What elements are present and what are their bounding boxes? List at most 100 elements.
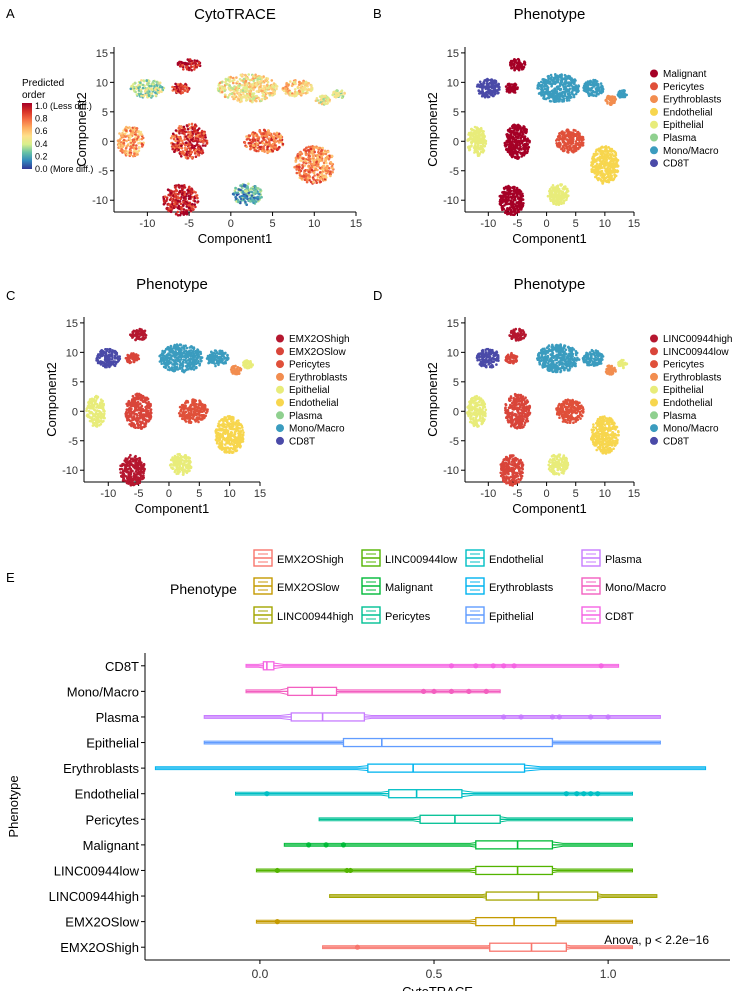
cell-point	[184, 135, 188, 138]
x-tick-label: 15	[350, 218, 362, 230]
cell-point	[176, 210, 180, 214]
cell-point	[514, 198, 517, 202]
cell-point	[556, 185, 560, 189]
cell-point	[507, 202, 511, 206]
cell-point	[616, 170, 619, 174]
cell-point	[329, 174, 332, 178]
cell-point	[481, 149, 485, 152]
cell-point	[555, 139, 558, 142]
legend-swatch	[650, 69, 658, 78]
cell-point	[260, 195, 263, 199]
cell-point	[600, 166, 604, 170]
cell-point	[266, 80, 270, 84]
cell-point	[137, 329, 141, 333]
cell-point	[304, 153, 308, 157]
cell-point	[194, 123, 197, 126]
cell-point	[147, 79, 151, 83]
cell-point	[231, 95, 234, 98]
cell-point	[185, 152, 188, 156]
cell-point	[276, 147, 280, 151]
cell-point	[303, 171, 306, 175]
cell-point	[513, 59, 517, 63]
cell-point	[180, 144, 183, 147]
cell-point	[296, 167, 299, 171]
cell-point	[561, 130, 564, 133]
cell-point	[262, 93, 265, 97]
cell-point	[546, 194, 550, 198]
cell-point	[559, 82, 562, 85]
cluster	[176, 58, 202, 72]
cell-point	[596, 82, 600, 86]
legend-swatch	[650, 146, 658, 155]
cell-point	[180, 91, 184, 94]
cell-point	[129, 135, 132, 139]
cluster	[582, 78, 605, 98]
cell-point	[259, 80, 263, 83]
cell-point	[225, 82, 228, 86]
cell-point	[181, 139, 184, 143]
cell-point	[546, 88, 550, 92]
cell-point	[568, 75, 572, 78]
cell-point	[174, 188, 178, 192]
cell-point	[145, 88, 148, 91]
cell-point	[199, 139, 202, 142]
cell-point	[520, 198, 523, 202]
cell-point	[274, 146, 278, 149]
y-tick-label: -5	[98, 166, 108, 178]
cell-point	[201, 136, 204, 139]
cell-point	[503, 190, 506, 194]
y-tick-label: 10	[96, 77, 108, 89]
cell-point	[271, 84, 274, 87]
cell-point	[577, 133, 581, 136]
cell-point	[576, 131, 579, 134]
y-axis-label: Component2	[74, 92, 89, 166]
cell-point	[150, 92, 154, 95]
cell-point	[139, 92, 142, 96]
y-tick-label: 0	[102, 136, 108, 148]
cell-point	[186, 88, 189, 91]
y-tick-label: -10	[92, 195, 108, 207]
cell-point	[107, 350, 111, 354]
cell-point	[178, 146, 182, 150]
cell-point	[562, 193, 566, 196]
cell-point	[325, 167, 329, 171]
cell-point	[237, 200, 240, 204]
cell-point	[185, 141, 188, 144]
cell-point	[487, 88, 490, 91]
cell-point	[584, 89, 588, 93]
cell-point	[122, 149, 125, 153]
cell-point	[155, 80, 158, 84]
cell-point	[185, 210, 188, 214]
cell-point	[117, 139, 121, 142]
cell-point	[245, 85, 248, 88]
cell-point	[608, 97, 612, 101]
cell-point	[267, 86, 271, 90]
cell-point	[187, 68, 191, 72]
cell-point	[576, 137, 579, 141]
cell-point	[242, 92, 245, 96]
cell-point	[187, 59, 191, 63]
cell-point	[216, 87, 220, 90]
x-tick-label: 10	[599, 218, 611, 230]
cell-point	[202, 132, 206, 135]
x-tick-label: -10	[139, 218, 155, 230]
cell-point	[334, 94, 338, 98]
cell-point	[136, 130, 140, 134]
plot-title: CytoTRACE	[194, 6, 276, 23]
cell-point	[109, 353, 112, 356]
legend-swatch	[650, 159, 658, 168]
cell-point	[318, 171, 322, 174]
cell-point	[150, 84, 153, 88]
cell-point	[623, 93, 627, 96]
cell-point	[300, 84, 303, 87]
cell-point	[199, 147, 203, 150]
cell-point	[561, 149, 565, 153]
cell-point	[305, 168, 309, 172]
cell-point	[617, 93, 621, 97]
cell-point	[475, 149, 478, 152]
cell-point	[571, 93, 575, 96]
cell-point	[572, 150, 575, 154]
cell-point	[183, 146, 187, 150]
cell-point	[510, 132, 513, 135]
